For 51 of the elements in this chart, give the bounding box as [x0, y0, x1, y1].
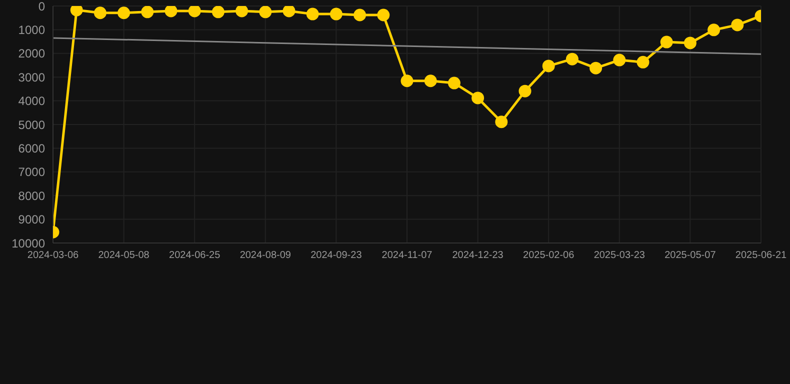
x-tick-label: 2024-05-08 [98, 250, 150, 262]
y-tick-label: 2000 [18, 46, 46, 61]
x-tick-label: 2024-09-23 [310, 250, 362, 262]
point [118, 6, 130, 20]
y-tick-label: 9000 [18, 212, 46, 227]
y-tick-label: 10000 [12, 236, 46, 250]
point [282, 6, 296, 18]
point [660, 36, 673, 48]
x-tick-label: 2024-11-07 [382, 250, 433, 262]
point [377, 8, 390, 22]
y-tick-label: 3000 [18, 70, 46, 84]
point [684, 36, 696, 50]
y-tick-label: 1000 [18, 22, 46, 37]
x-tick-label: 2024-06-25 [169, 250, 221, 262]
point [590, 62, 602, 74]
point [212, 6, 224, 18]
point [259, 6, 272, 18]
point [236, 6, 248, 18]
y-tick-label: 7000 [18, 165, 46, 180]
x-tick-label: 2024-03-06 [27, 250, 80, 262]
y-tick-label: 6000 [18, 141, 46, 156]
point [70, 6, 83, 16]
x-tick-label: 2024-08-09 [240, 250, 292, 262]
x-tick-label: 2025-05-07 [664, 250, 716, 262]
point [306, 8, 319, 20]
y-tick-label: 4000 [18, 94, 46, 108]
point [518, 84, 532, 98]
point [330, 8, 342, 20]
x-tick-label: 2025-03-23 [594, 250, 646, 262]
point [448, 76, 460, 90]
point [472, 92, 484, 104]
y-tick-label: 8000 [18, 188, 46, 203]
point [495, 116, 508, 128]
x-tick-label: 2025-06-21 [735, 250, 788, 262]
point [613, 54, 626, 66]
point [188, 6, 201, 18]
point [636, 56, 650, 68]
point [400, 74, 414, 88]
x-tick-label: 2024-12-23 [452, 250, 504, 262]
point [94, 6, 106, 20]
y-tick-label: 5000 [18, 118, 46, 132]
point [141, 6, 154, 18]
point [566, 52, 578, 66]
point [542, 60, 555, 72]
x-tick-label: 2025-02-06 [523, 250, 575, 262]
point [424, 74, 437, 88]
point [708, 24, 720, 36]
point [354, 8, 366, 22]
point [731, 18, 744, 32]
point [164, 6, 178, 18]
y-tick-label: 0 [38, 0, 46, 14]
